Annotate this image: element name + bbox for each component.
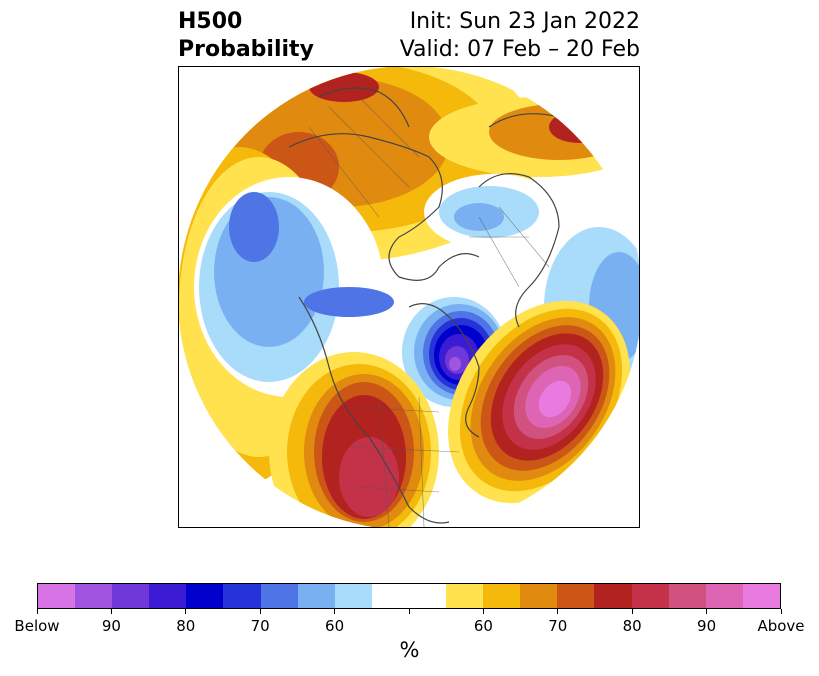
colorbar-tick-label: 70 xyxy=(250,617,270,635)
colorbar-swatch xyxy=(112,584,150,608)
colorbar-swatch xyxy=(297,584,335,608)
colorbar-tick xyxy=(557,609,559,614)
colorbar-swatch xyxy=(668,584,706,608)
colorbar-swatch xyxy=(408,584,447,608)
colorbar-swatch xyxy=(223,584,261,608)
colorbar-tick xyxy=(334,609,336,614)
probability-colorbar xyxy=(37,583,781,609)
colorbar-swatch xyxy=(520,584,558,608)
colorbar-ticks xyxy=(0,609,819,615)
colorbar-tick-label: 80 xyxy=(622,617,642,635)
above-region-western-us xyxy=(269,352,439,527)
colorbar-tick xyxy=(36,609,38,614)
above-region-atlantic xyxy=(448,300,630,504)
colorbar-tick xyxy=(780,609,782,614)
colorbar-unit-label: % xyxy=(399,638,420,662)
title-line-2: Probability xyxy=(178,37,314,62)
above-region-barents xyxy=(429,97,639,177)
colorbar-tick xyxy=(408,609,410,614)
colorbar-tick xyxy=(631,609,633,614)
colorbar-tick xyxy=(259,609,261,614)
colorbar-tick-label: Above xyxy=(757,617,805,635)
colorbar-tick-label: 60 xyxy=(473,617,493,635)
valid-date: Valid: 07 Feb – 20 Feb xyxy=(399,37,640,62)
colorbar-swatch xyxy=(483,584,521,608)
colorbar-tick-label: 90 xyxy=(697,617,717,635)
colorbar-tick-labels: Below 90 80 70 60 60 70 80 90 Above xyxy=(0,617,819,637)
colorbar-swatch xyxy=(334,584,372,608)
colorbar-swatch xyxy=(75,584,113,608)
colorbar-swatch xyxy=(631,584,669,608)
colorbar-swatch xyxy=(594,584,632,608)
colorbar-swatch xyxy=(186,584,224,608)
map-panel xyxy=(178,66,640,528)
colorbar-tick-label: 90 xyxy=(101,617,121,635)
colorbar-swatch xyxy=(446,584,484,608)
political-borders xyxy=(308,96,550,527)
init-date: Init: Sun 23 Jan 2022 xyxy=(409,9,640,34)
map-title: H500 Probability xyxy=(178,8,314,64)
colorbar-tick-label: 70 xyxy=(548,617,568,635)
colorbar-swatch xyxy=(742,584,780,608)
colorbar-tick xyxy=(706,609,708,614)
map-dates: Init: Sun 23 Jan 2022 Valid: 07 Feb – 20… xyxy=(400,8,640,64)
title-line-1: H500 xyxy=(178,9,243,34)
colorbar-tick-label: 80 xyxy=(176,617,196,635)
probability-map xyxy=(179,67,639,527)
colorbar-tick xyxy=(482,609,484,614)
below-region-europe xyxy=(424,174,639,387)
colorbar-swatch xyxy=(557,584,595,608)
colorbar-swatch xyxy=(705,584,743,608)
colorbar-tick xyxy=(110,609,112,614)
colorbar-swatch xyxy=(149,584,187,608)
colorbar-tick xyxy=(185,609,187,614)
colorbar-swatch xyxy=(260,584,298,608)
colorbar-tick-label: 60 xyxy=(325,617,345,635)
colorbar-swatch xyxy=(371,584,409,608)
colorbar-tick-label: Below xyxy=(14,617,60,635)
colorbar-swatch xyxy=(38,584,76,608)
